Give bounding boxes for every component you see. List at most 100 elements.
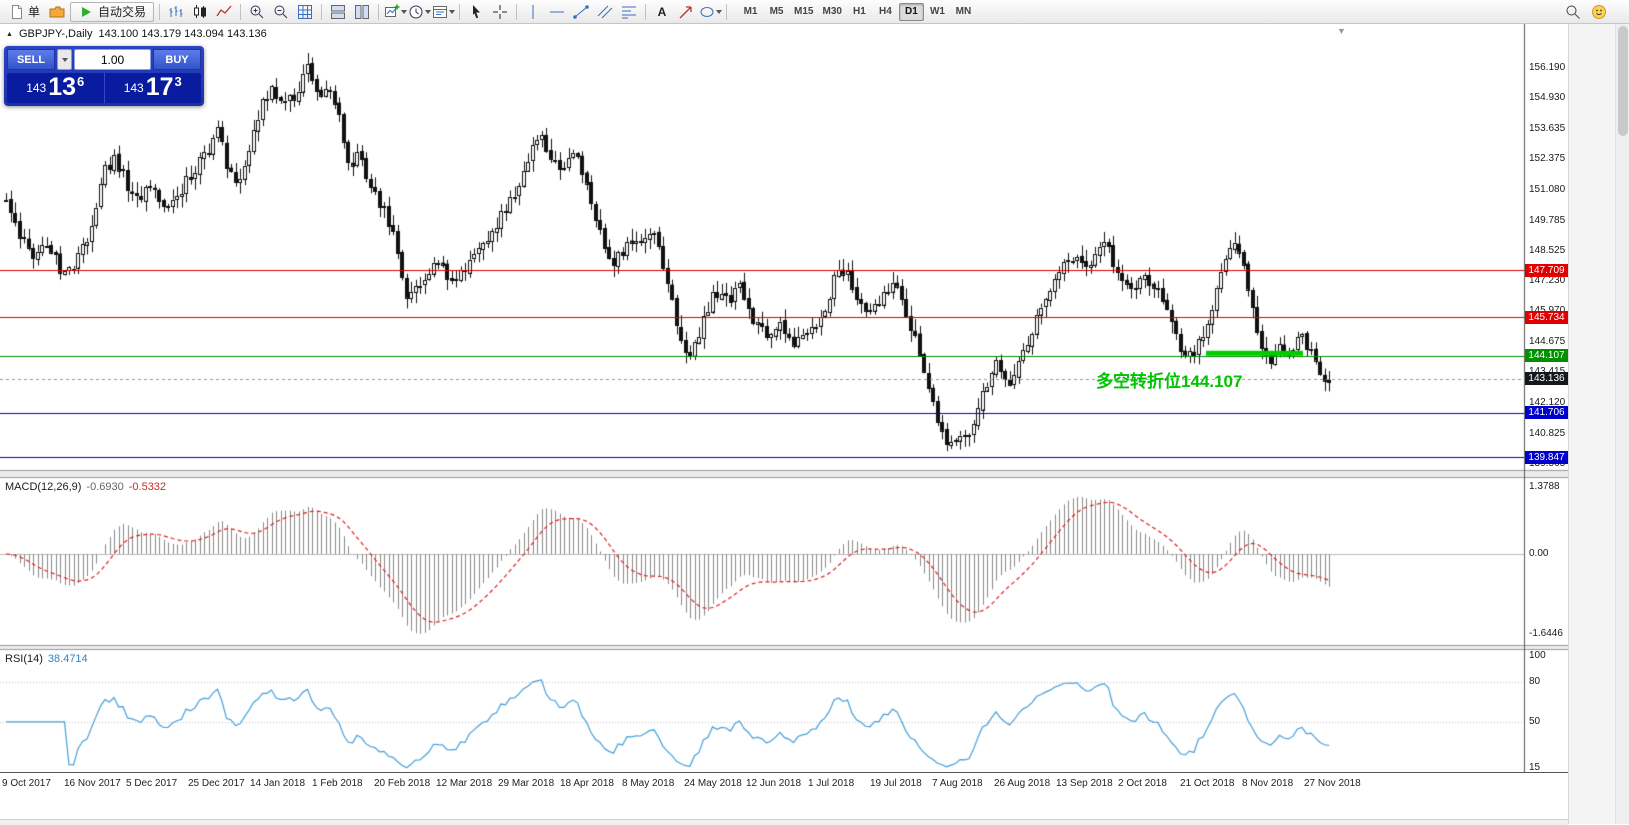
volume-dropdown-button[interactable] xyxy=(57,49,72,70)
macd-axis-label: 0.00 xyxy=(1529,548,1549,559)
price-axis-label: 148.525 xyxy=(1529,245,1566,256)
chart-canvas[interactable] xyxy=(0,24,1568,772)
price-axis-label: 144.675 xyxy=(1529,336,1566,347)
date-label: 29 Mar 2018 xyxy=(498,778,555,789)
channel-button[interactable] xyxy=(594,2,616,22)
rsi-axis-label: 100 xyxy=(1529,650,1546,661)
profiles-button[interactable] xyxy=(46,2,68,22)
timeframe-m15[interactable]: M15 xyxy=(790,3,817,21)
date-label: 9 Oct 2017 xyxy=(2,778,51,789)
horizontal-line-button[interactable] xyxy=(546,2,568,22)
price-badge: 141.706 xyxy=(1525,406,1568,419)
date-label: 24 May 2018 xyxy=(684,778,742,789)
date-label: 25 Dec 2017 xyxy=(188,778,245,789)
new-order-button[interactable]: 单 xyxy=(5,2,44,22)
date-label: 1 Jul 2018 xyxy=(808,778,855,789)
toolbar-separator xyxy=(159,3,161,20)
date-label: 21 Oct 2018 xyxy=(1180,778,1235,789)
community-icon xyxy=(1591,4,1607,20)
dropdown-arrow-icon[interactable] xyxy=(424,9,431,14)
period-clock-button[interactable] xyxy=(408,2,431,22)
sell-price-point: 6 xyxy=(77,74,85,89)
tile-horizontal-icon xyxy=(330,4,346,20)
period-clock-icon xyxy=(408,4,424,20)
autotrade-button[interactable]: 自动交易 xyxy=(70,1,155,22)
date-label: 20 Feb 2018 xyxy=(374,778,431,789)
zoom-in-button[interactable] xyxy=(246,2,268,22)
grid-button[interactable] xyxy=(294,2,316,22)
text-button[interactable]: A xyxy=(651,2,673,22)
date-label: 12 Mar 2018 xyxy=(436,778,493,789)
dropdown-arrow-icon[interactable] xyxy=(448,9,455,14)
volume-input[interactable] xyxy=(74,49,151,70)
timeframe-m1[interactable]: M1 xyxy=(738,3,763,21)
search-button[interactable] xyxy=(1562,2,1584,22)
template-icon xyxy=(432,4,448,20)
buy-button[interactable]: BUY xyxy=(153,49,201,70)
status-strip xyxy=(0,819,1568,825)
toolbar-right-group xyxy=(1562,2,1610,22)
timeframe-d1[interactable]: D1 xyxy=(898,2,924,21)
svg-text:A: A xyxy=(658,5,667,19)
bar-chart-icon xyxy=(168,4,184,20)
sell-price[interactable]: 143 13 6 xyxy=(7,73,104,103)
grid-icon xyxy=(297,4,313,20)
vertical-line-icon xyxy=(525,4,541,20)
text-icon: A xyxy=(654,4,670,20)
new-chart-icon xyxy=(384,4,400,20)
timeframe-h1[interactable]: H1 xyxy=(847,3,872,21)
timeframe-w1[interactable]: W1 xyxy=(925,3,950,21)
template-button[interactable] xyxy=(432,2,455,22)
arrow-label-button[interactable] xyxy=(675,2,697,22)
sell-price-pips: 13 xyxy=(48,73,77,101)
date-label: 2 Oct 2018 xyxy=(1118,778,1167,789)
sell-price-whole: 143 xyxy=(26,81,47,95)
price-axis-label: 151.080 xyxy=(1529,184,1566,195)
doc-icon xyxy=(9,4,25,20)
symbol-name: GBPJPY-,Daily xyxy=(18,28,93,40)
cursor-button[interactable] xyxy=(465,2,487,22)
toolbar-separator xyxy=(321,3,323,20)
dropdown-arrow-icon[interactable] xyxy=(400,9,407,14)
new-chart-button[interactable] xyxy=(384,2,407,22)
toolbar-separator xyxy=(645,3,647,20)
tile-vertical-button[interactable] xyxy=(351,2,373,22)
shapes-button[interactable] xyxy=(699,2,722,22)
dropdown-arrow-icon[interactable] xyxy=(715,9,722,14)
community-button[interactable] xyxy=(1588,2,1610,22)
timeframe-h4[interactable]: H4 xyxy=(873,3,898,21)
vertical-line-button[interactable] xyxy=(522,2,544,22)
timeframe-group: M1 M5 M15 M30 H1 H4 D1 W1 MN xyxy=(738,2,976,21)
timeframe-m5[interactable]: M5 xyxy=(764,3,789,21)
chevron-down-icon xyxy=(62,57,68,62)
rsi-value: 38.4714 xyxy=(47,653,88,665)
new-order-button-label: 单 xyxy=(28,5,41,19)
timeframe-m30[interactable]: M30 xyxy=(818,3,845,21)
date-label: 8 Nov 2018 xyxy=(1242,778,1294,789)
date-label: 1 Feb 2018 xyxy=(312,778,363,789)
scrollbar-thumb[interactable] xyxy=(1618,26,1628,136)
bar-chart-button[interactable] xyxy=(165,2,187,22)
fibonacci-button[interactable] xyxy=(618,2,640,22)
vertical-scrollbar[interactable] xyxy=(1615,24,1629,824)
date-label: 26 Aug 2018 xyxy=(994,778,1051,789)
pivot-annotation: 多空转折位144.107 xyxy=(1096,372,1243,391)
chart-title: ▲ GBPJPY-,Daily 143.100 143.179 143.094 … xyxy=(6,28,267,40)
play-icon xyxy=(78,4,94,20)
price-axis-label: 147.230 xyxy=(1529,275,1566,286)
line-chart-button[interactable] xyxy=(213,2,235,22)
price-badge: 139.847 xyxy=(1525,451,1568,464)
trendline-icon xyxy=(573,4,589,20)
tile-horizontal-button[interactable] xyxy=(327,2,349,22)
trendline-button[interactable] xyxy=(570,2,592,22)
timeframe-mn[interactable]: MN xyxy=(951,3,976,21)
candlestick-chart-button[interactable] xyxy=(189,2,211,22)
crosshair-button[interactable] xyxy=(489,2,511,22)
date-label: 27 Nov 2018 xyxy=(1304,778,1361,789)
buy-price[interactable]: 143 17 3 xyxy=(103,73,202,103)
arrow-label-icon xyxy=(678,4,694,20)
zoom-out-button[interactable] xyxy=(270,2,292,22)
current-price-badge: 143.136 xyxy=(1525,372,1568,385)
sell-button[interactable]: SELL xyxy=(7,49,55,70)
